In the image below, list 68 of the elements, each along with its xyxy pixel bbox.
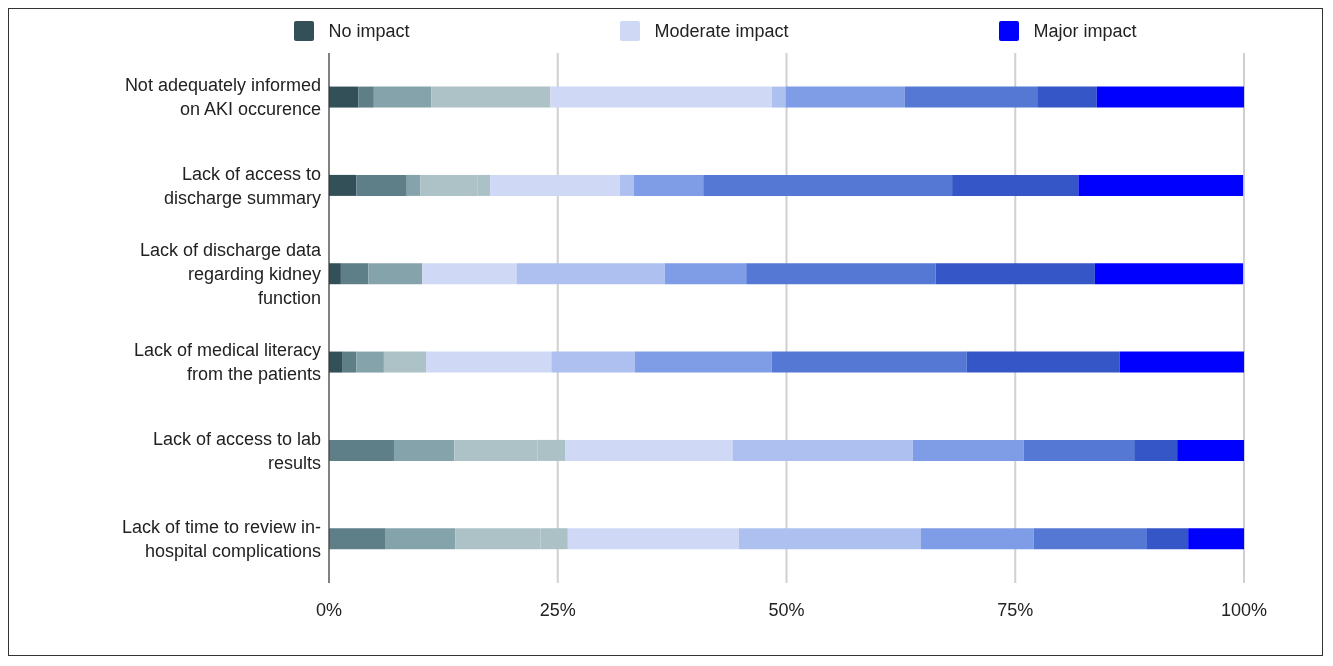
y-tick-label: Lack of discharge data regarding kidney function: [139, 239, 322, 308]
x-tick-label: 50%: [768, 599, 805, 620]
bar: [1023, 439, 1135, 461]
bar: [368, 263, 423, 285]
bar: [425, 351, 552, 373]
bar: [1078, 174, 1244, 196]
bar: [356, 174, 407, 196]
bar: [1037, 86, 1097, 108]
y-tick-label: Lack of medical literacy from the patients: [133, 340, 321, 385]
x-tick-label: 75%: [997, 599, 1034, 620]
bar: [565, 439, 733, 461]
bar: [329, 351, 343, 373]
bar: [393, 439, 455, 461]
bar: [340, 263, 369, 285]
bar: [952, 174, 1079, 196]
bar: [1096, 86, 1244, 108]
bar: [567, 528, 739, 550]
bar: [490, 174, 620, 196]
bar: [912, 439, 1024, 461]
bar: [703, 174, 953, 196]
bar: [619, 174, 634, 196]
x-tick-label: 0%: [315, 599, 343, 620]
x-tick-label: 25%: [539, 599, 576, 620]
y-tick-label: Lack of access to discharge summary: [163, 163, 321, 208]
bar: [406, 174, 421, 196]
bar: [1177, 439, 1244, 461]
bar: [732, 439, 913, 461]
bar: [1147, 528, 1189, 550]
bar: [329, 528, 386, 550]
bar: [550, 86, 772, 108]
bar: [329, 263, 341, 285]
bar: [904, 86, 1038, 108]
y-tick-label: Lack of time to review in- hospital complications: [121, 516, 321, 561]
bar: [329, 174, 357, 196]
bar: [383, 351, 426, 373]
bar: [633, 174, 704, 196]
legend-label: Moderate impact: [654, 20, 789, 42]
bar: [1119, 351, 1244, 373]
bar: [358, 86, 374, 108]
bar: [1188, 528, 1244, 550]
bar: [342, 351, 357, 373]
bar: [329, 86, 359, 108]
bar: [329, 439, 394, 461]
legend-label: No impact: [328, 20, 410, 42]
legend-label: Major impact: [1033, 20, 1137, 42]
bar: [385, 528, 456, 550]
bar: [966, 351, 1120, 373]
bar: [1094, 263, 1244, 285]
bar: [516, 263, 665, 285]
bar: [551, 351, 635, 373]
bar: [373, 86, 432, 108]
bar: [746, 263, 936, 285]
bar: [1033, 528, 1148, 550]
x-tick-label: 100%: [1220, 599, 1268, 620]
bar: [634, 351, 772, 373]
bar: [664, 263, 747, 285]
bar: [771, 86, 786, 108]
y-tick-label: Not adequately informed on AKI occurence: [124, 75, 321, 120]
y-tick-label: Lack of access to lab results: [152, 428, 321, 473]
bar: [422, 263, 517, 285]
bar: [1134, 439, 1178, 461]
bar: [771, 351, 967, 373]
bar: [738, 528, 922, 550]
bar: [935, 263, 1095, 285]
bar: [921, 528, 1034, 550]
bar: [785, 86, 905, 108]
bar: [356, 351, 384, 373]
bar: [431, 86, 551, 108]
